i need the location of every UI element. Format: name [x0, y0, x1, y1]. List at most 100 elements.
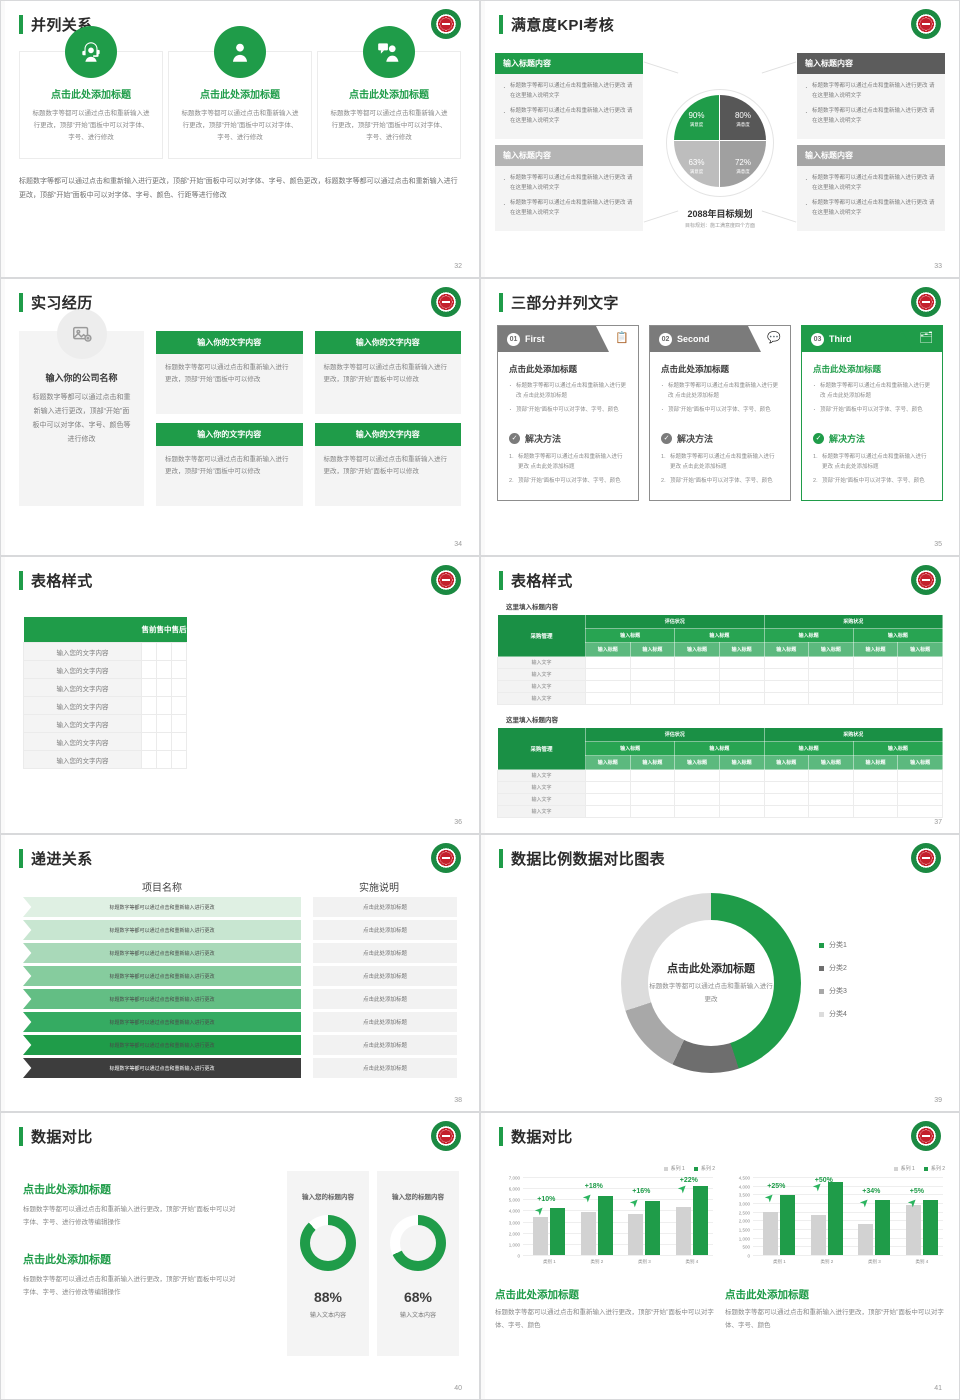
table-row[interactable]: 输入您的文字内容	[23, 750, 187, 769]
feature-card[interactable]: 点击此处添加标题 标题数字等都可以通过点击和重新输入进行更改，顶部“开始”面板中…	[19, 26, 163, 160]
feature-card[interactable]: 点击此处添加标题 标题数字等都可以通过点击和重新输入进行更改，顶部“开始”面板中…	[168, 26, 312, 160]
step-card[interactable]: 02 Second 💬 点击此处添加标题 标题数字等都可以通过点击和重新输入进行更…	[649, 325, 791, 502]
company-panel[interactable]: 输入你的公司名称 标题数字等都可以通过点击和重新输入进行更改，顶部“开始”面板中…	[19, 309, 144, 506]
content-block[interactable]: 输入你的文字内容 标题数字等都可以通过点击和重新输入进行更改，顶部“开始”面板中…	[156, 331, 303, 414]
bar-chart[interactable]: 系列 1 系列 2 0 1,000 2,000 3,000 4,000 5,000 6,000 7…	[495, 1165, 715, 1273]
progressive-row[interactable]: 标题数字等都可以通过点击和重新输入进行更改 点击此处添加标题	[23, 897, 457, 917]
bar-group[interactable]: 类别 4	[675, 1177, 708, 1264]
chevron-step[interactable]: 标题数字等都可以通过点击和重新输入进行更改	[23, 1035, 301, 1055]
bar[interactable]	[763, 1211, 779, 1255]
bar[interactable]	[675, 1207, 691, 1255]
feature-card[interactable]: 点击此处添加标题 标题数字等都可以通过点击和重新输入进行更改，顶部“开始”面板中…	[317, 26, 461, 160]
kpi-quadrant[interactable]: 90% 满意度	[674, 95, 720, 141]
kpi-box[interactable]: 输入标题内容 标题数字等都可以通过点击和重新输入进行更改 请在这里输入说明文字 …	[495, 145, 643, 231]
slide-33[interactable]: 满意度KPI考核 输入标题内容 标题数字等都可以通过点击和重新输入进行更改 请在…	[480, 0, 960, 278]
bar-group[interactable]: 类别 1	[533, 1177, 566, 1264]
bar-group[interactable]: 类别 4	[905, 1177, 938, 1264]
kpi-quadrant[interactable]: 72% 满意度	[720, 141, 766, 187]
bar[interactable]	[580, 1212, 596, 1255]
chevron-step[interactable]: 标题数字等都可以通过点击和重新输入进行更改	[23, 943, 301, 963]
group-header: 评估状况	[585, 727, 765, 742]
bar-chart[interactable]: 系列 1 系列 2 0 500 1,000 1,500 2,000 2,500 3,000 3,5…	[725, 1165, 945, 1273]
y-tick-label: 5,000	[508, 1197, 520, 1203]
bar-group[interactable]: 类别 3	[628, 1177, 661, 1264]
chevron-step[interactable]: 标题数字等都可以通过点击和重新输入进行更改	[23, 1012, 301, 1032]
table-row[interactable]: 输入您的文字内容	[23, 714, 187, 733]
kpi-box[interactable]: 输入标题内容 标题数字等都可以通过点击和重新输入进行更改 请在这里输入说明文字 …	[495, 53, 643, 139]
sales-table[interactable]: 售前 售中 售后 输入您的文字内容 输入您的文字内容 输入您的文字内容 输入您的文字内…	[23, 617, 187, 769]
table-row[interactable]: 输入您的文字内容	[23, 696, 187, 715]
bar[interactable]	[645, 1200, 661, 1255]
bar[interactable]	[827, 1182, 843, 1255]
bar[interactable]	[858, 1223, 874, 1255]
table-cell	[629, 805, 676, 818]
bar-group[interactable]: 类别 1	[763, 1177, 796, 1264]
chevron-step[interactable]: 标题数字等都可以通过点击和重新输入进行更改	[23, 897, 301, 917]
bar[interactable]	[597, 1195, 613, 1255]
chevron-step[interactable]: 标题数字等都可以通过点击和重新输入进行更改	[23, 920, 301, 940]
row-label: 输入您的文字内容	[23, 714, 142, 733]
donut-chart[interactable]: 点击此处添加标题 标题数字等都可以通过点击和重新输入进行更改	[621, 893, 801, 1073]
image-placeholder-icon[interactable]	[56, 309, 107, 359]
bar[interactable]	[922, 1200, 938, 1255]
slide-38[interactable]: 递进关系 项目名称 实施说明 标题数字等都可以通过点击和重新输入进行更改 点击此处…	[0, 834, 480, 1112]
progressive-row[interactable]: 标题数字等都可以通过点击和重新输入进行更改 点击此处添加标题	[23, 943, 457, 963]
legend-item[interactable]: 分类2	[819, 963, 847, 973]
legend-item[interactable]: 分类3	[819, 986, 847, 996]
bar[interactable]	[533, 1216, 549, 1255]
procurement-table[interactable]: 采购管理 评估状况 采购状况 输入标题 输入标题 输入标题 输入标题 输入标题 输入标题 输入标题…	[497, 727, 944, 818]
progressive-row[interactable]: 标题数字等都可以通过点击和重新输入进行更改 点击此处添加标题	[23, 1035, 457, 1055]
bar[interactable]	[780, 1195, 796, 1255]
table-row[interactable]: 输入您的文字内容	[23, 732, 187, 751]
slide-40[interactable]: 数据对比 点击此处添加标题 标题数字等都可以通过点击和重新输入进行更改，顶部“开…	[0, 1112, 480, 1400]
step-card[interactable]: 01 First 📋 点击此处添加标题 标题数字等都可以通过点击和重新输入进行更改…	[497, 325, 639, 502]
kpi-quadrant[interactable]: 80% 满意度	[720, 95, 766, 141]
progressive-row[interactable]: 标题数字等都可以通过点击和重新输入进行更改 点击此处添加标题	[23, 1058, 457, 1078]
procurement-table[interactable]: 采购管理 评估状况 采购状况 输入标题 输入标题 输入标题 输入标题 输入标题 输入标题 输入标题…	[497, 614, 944, 705]
content-block[interactable]: 输入你的文字内容 标题数字等都可以通过点击和重新输入进行更改，顶部“开始”面板中…	[156, 423, 303, 506]
bar[interactable]	[810, 1215, 826, 1255]
progressive-row[interactable]: 标题数字等都可以通过点击和重新输入进行更改 点击此处添加标题	[23, 989, 457, 1009]
legend-item[interactable]: 系列 1	[663, 1165, 685, 1172]
step-card[interactable]: 03 Third 🗂 点击此处添加标题 标题数字等都可以通过点击和重新输入进行更改…	[801, 325, 943, 502]
kpi-box[interactable]: 输入标题内容 标题数字等都可以通过点击和重新输入进行更改 请在这里输入说明文字 …	[797, 145, 945, 231]
content-block[interactable]: 输入你的文字内容 标题数字等都可以通过点击和重新输入进行更改，顶部“开始”面板中…	[314, 423, 461, 506]
slide-34[interactable]: 实习经历 输入你的公司名称 标题数字等都可以通过点击和重新输入进行更改，顶部“开…	[0, 278, 480, 556]
gauge-panel[interactable]: 输入您的标题内容 88% 输入文本内容	[287, 1171, 369, 1356]
page-title: 数据对比	[31, 1129, 93, 1146]
slide-41[interactable]: 数据对比 系列 1 系列 2 0 1,000 2,000 3,000 4,000 5,000 6…	[480, 1112, 960, 1400]
bar[interactable]	[905, 1204, 921, 1255]
kpi-box[interactable]: 输入标题内容 标题数字等都可以通过点击和重新输入进行更改 请在这里输入说明文字 …	[797, 53, 945, 139]
slide-35[interactable]: 三部分并列文字 01 First 📋 点击此处添加标题 标题数字等都可以通过点击和…	[480, 278, 960, 556]
legend-item[interactable]: 系列 2	[923, 1165, 945, 1172]
slide-37[interactable]: 表格样式 这里填入标题内容 采购管理 评估状况 采购状况 输入标题 输入标题 输入标题 输入标…	[480, 556, 960, 834]
legend-item[interactable]: 系列 1	[893, 1165, 915, 1172]
gauge-panel[interactable]: 输入您的标题内容 68% 输入文本内容	[377, 1171, 459, 1356]
y-tick-label: 0	[517, 1253, 520, 1259]
progressive-row[interactable]: 标题数字等都可以通过点击和重新输入进行更改 点击此处添加标题	[23, 966, 457, 986]
table-row[interactable]: 输入您的文字内容	[23, 678, 187, 697]
progressive-row[interactable]: 标题数字等都可以通过点击和重新输入进行更改 点击此处添加标题	[23, 1012, 457, 1032]
bar[interactable]	[692, 1186, 708, 1255]
annotation-label: +25%	[767, 1182, 786, 1190]
legend-item[interactable]: 分类1	[819, 940, 847, 950]
bar[interactable]	[550, 1208, 566, 1255]
chevron-step[interactable]: 标题数字等都可以通过点击和重新输入进行更改	[23, 966, 301, 986]
slide-32[interactable]: 并列关系 点击此处添加标题 标题数字等都可以通过点击和重新输入进行更改，顶部“开…	[0, 0, 480, 278]
bar-group[interactable]: 类别 2	[580, 1177, 613, 1264]
content-block[interactable]: 输入你的文字内容 标题数字等都可以通过点击和重新输入进行更改，顶部“开始”面板中…	[314, 331, 461, 414]
table-row[interactable]: 输入您的文字内容	[23, 660, 187, 679]
bar-group[interactable]: 类别 2	[810, 1177, 843, 1264]
legend-item[interactable]: 系列 2	[693, 1165, 715, 1172]
progressive-row[interactable]: 标题数字等都可以通过点击和重新输入进行更改 点击此处添加标题	[23, 920, 457, 940]
chevron-step[interactable]: 标题数字等都可以通过点击和重新输入进行更改	[23, 1058, 301, 1078]
chevron-step[interactable]: 标题数字等都可以通过点击和重新输入进行更改	[23, 989, 301, 1009]
table-row[interactable]: 输入您的文字内容	[23, 642, 187, 661]
legend-item[interactable]: 分类4	[819, 1009, 847, 1019]
slide-36[interactable]: 表格样式 售前 售中 售后 输入您的文字内容 输入您的文字内容 输入您的文字内容 输入…	[0, 556, 480, 834]
bar-group[interactable]: 类别 3	[858, 1177, 891, 1264]
bar[interactable]	[628, 1213, 644, 1255]
bar[interactable]	[875, 1200, 891, 1255]
slide-39[interactable]: 数据比例数据对比图表 点击此处添加标题 标题数字等都可以通过点击和重新输入进行更…	[480, 834, 960, 1112]
kpi-quadrant[interactable]: 63% 满意度	[674, 141, 720, 187]
